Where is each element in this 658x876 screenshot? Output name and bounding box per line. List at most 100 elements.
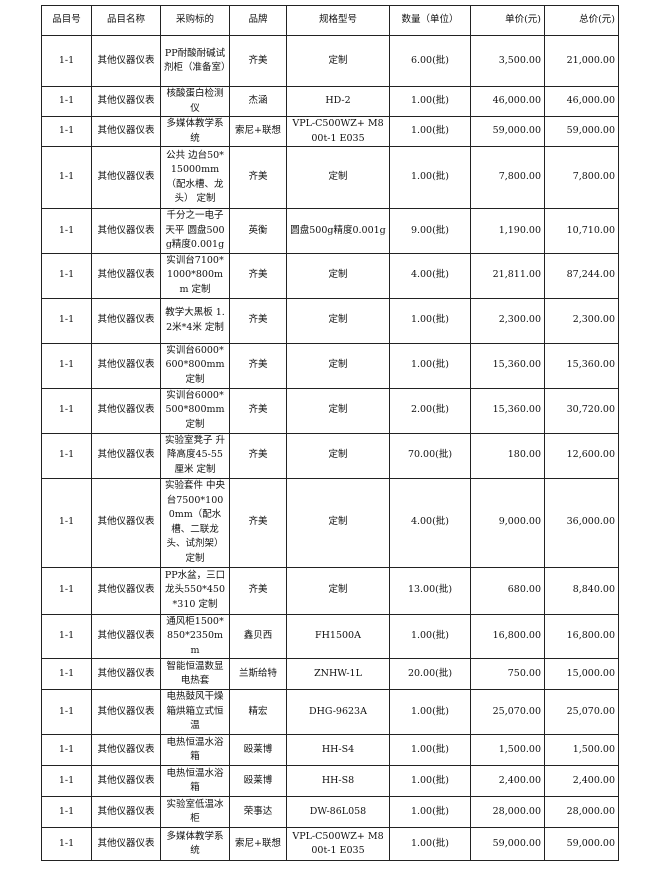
cell-procurement-target: 电热恒温水浴箱 xyxy=(160,765,230,797)
cell-spec-model: ZNHW-1L xyxy=(286,658,390,690)
header-item-name: 品目名称 xyxy=(91,5,161,36)
table-row: 1-1 其他仪器仪表 PP水盆，三口龙头550*450*310 定制 齐美 定制 13.0… xyxy=(41,566,619,615)
cell-spec-model: HD-2 xyxy=(286,86,390,117)
cell-item-name: 其他仪器仪表 xyxy=(91,566,161,615)
header-total-price: 总价(元) xyxy=(544,5,619,36)
cell-quantity: 1.00(批) xyxy=(389,796,471,828)
header-quantity: 数量（单位） xyxy=(389,5,471,36)
cell-spec-model: HH-S4 xyxy=(286,734,390,766)
cell-item-no: 1-1 xyxy=(41,116,92,147)
cell-quantity: 1.00(批) xyxy=(389,689,471,735)
cell-total-price: 21,000.00 xyxy=(544,35,619,87)
cell-quantity: 1.00(批) xyxy=(389,765,471,797)
cell-item-no: 1-1 xyxy=(41,432,92,479)
header-row: 品目号 品目名称 采购标的 品牌 规格型号 数量（单位） 单价(元) 总价(元) xyxy=(41,5,619,36)
cell-procurement-target: 公共 边台50*15000mm（配水槽、龙头） 定制 xyxy=(160,146,230,209)
cell-unit-price: 16,800.00 xyxy=(470,613,545,659)
cell-total-price: 8,840.00 xyxy=(544,566,619,615)
cell-item-no: 1-1 xyxy=(41,35,92,87)
cell-item-name: 其他仪器仪表 xyxy=(91,297,161,344)
cell-spec-model: 定制 xyxy=(286,387,390,434)
cell-item-no: 1-1 xyxy=(41,566,92,615)
cell-quantity: 1.00(批) xyxy=(389,297,471,344)
table-row: 1-1 其他仪器仪表 智能恒温数显电热套 兰斯给特 ZNHW-1L 20.00(批) 750… xyxy=(41,658,619,690)
cell-total-price: 59,000.00 xyxy=(544,827,619,861)
cell-total-price: 1,500.00 xyxy=(544,734,619,766)
table-row: 1-1 其他仪器仪表 实验室低温冰柜 荣事达 DW-86L058 1.00(批) 28,00… xyxy=(41,796,619,828)
cell-spec-model: 定制 xyxy=(286,35,390,87)
cell-total-price: 28,000.00 xyxy=(544,796,619,828)
table-row: 1-1 其他仪器仪表 核酸蛋白检测仪 杰涵 HD-2 1.00(批) 46,000.00 46… xyxy=(41,86,619,117)
cell-brand: 索尼+联想 xyxy=(229,116,287,147)
header-item-no: 品目号 xyxy=(41,5,92,36)
cell-quantity: 9.00(批) xyxy=(389,208,471,254)
cell-quantity: 13.00(批) xyxy=(389,566,471,615)
cell-total-price: 16,800.00 xyxy=(544,613,619,659)
table-row: 1-1 其他仪器仪表 通风柜1500*850*2350mm 鑫贝西 FH1500A 1.0… xyxy=(41,613,619,659)
cell-spec-model: VPL-C500WZ+ M800t-1 E035 xyxy=(286,116,390,147)
table-row: 1-1 其他仪器仪表 电热恒温水浴箱 殴莱博 HH-S4 1.00(批) 1,500.00 1… xyxy=(41,734,619,766)
cell-brand: 兰斯给特 xyxy=(229,658,287,690)
cell-unit-price: 46,000.00 xyxy=(470,86,545,117)
cell-spec-model: HH-S8 xyxy=(286,765,390,797)
cell-procurement-target: 千分之一电子天平 圆盘500g精度0.001g xyxy=(160,208,230,254)
cell-unit-price: 59,000.00 xyxy=(470,116,545,147)
cell-spec-model: VPL-C500WZ+ M800t-1 E035 xyxy=(286,827,390,861)
cell-procurement-target: 智能恒温数显电热套 xyxy=(160,658,230,690)
cell-quantity: 1.00(批) xyxy=(389,827,471,861)
cell-item-name: 其他仪器仪表 xyxy=(91,689,161,735)
cell-brand: 齐美 xyxy=(229,387,287,434)
cell-spec-model: DHG-9623A xyxy=(286,689,390,735)
cell-item-no: 1-1 xyxy=(41,252,92,299)
cell-brand: 齐美 xyxy=(229,297,287,344)
table-row: 1-1 其他仪器仪表 公共 边台50*15000mm（配水槽、龙头） 定制 齐美 定制 1… xyxy=(41,146,619,209)
cell-unit-price: 15,360.00 xyxy=(470,342,545,389)
cell-item-no: 1-1 xyxy=(41,297,92,344)
cell-total-price: 12,600.00 xyxy=(544,432,619,479)
table-row: 1-1 其他仪器仪表 多媒体教学系统 索尼+联想 VPL-C500WZ+ M800t-1… xyxy=(41,116,619,147)
header-unit-price: 单价(元) xyxy=(470,5,545,36)
cell-quantity: 1.00(批) xyxy=(389,146,471,209)
cell-brand: 殴莱博 xyxy=(229,765,287,797)
cell-item-name: 其他仪器仪表 xyxy=(91,796,161,828)
cell-procurement-target: 多媒体教学系统 xyxy=(160,827,230,861)
cell-unit-price: 59,000.00 xyxy=(470,827,545,861)
cell-procurement-target: PP水盆，三口龙头550*450*310 定制 xyxy=(160,566,230,615)
cell-unit-price: 1,500.00 xyxy=(470,734,545,766)
cell-quantity: 1.00(批) xyxy=(389,734,471,766)
cell-quantity: 70.00(批) xyxy=(389,432,471,479)
cell-item-no: 1-1 xyxy=(41,613,92,659)
cell-procurement-target: 实训台6000*500*800mm 定制 xyxy=(160,387,230,434)
cell-brand: 齐美 xyxy=(229,252,287,299)
cell-total-price: 30,720.00 xyxy=(544,387,619,434)
cell-unit-price: 680.00 xyxy=(470,566,545,615)
header-brand: 品牌 xyxy=(229,5,287,36)
cell-unit-price: 15,360.00 xyxy=(470,387,545,434)
cell-procurement-target: 通风柜1500*850*2350mm xyxy=(160,613,230,659)
cell-total-price: 36,000.00 xyxy=(544,477,619,568)
procurement-table: 品目号 品目名称 采购标的 品牌 规格型号 数量（单位） 单价(元) 总价(元) 1-1 其他仪… xyxy=(41,5,619,861)
cell-item-name: 其他仪器仪表 xyxy=(91,35,161,87)
cell-spec-model: 圆盘500g精度0.001g xyxy=(286,208,390,254)
cell-brand: 索尼+联想 xyxy=(229,827,287,861)
cell-unit-price: 25,070.00 xyxy=(470,689,545,735)
cell-total-price: 87,244.00 xyxy=(544,252,619,299)
cell-item-name: 其他仪器仪表 xyxy=(91,827,161,861)
cell-quantity: 4.00(批) xyxy=(389,477,471,568)
cell-spec-model: 定制 xyxy=(286,252,390,299)
cell-spec-model: 定制 xyxy=(286,146,390,209)
cell-unit-price: 750.00 xyxy=(470,658,545,690)
cell-item-name: 其他仪器仪表 xyxy=(91,765,161,797)
table-row: 1-1 其他仪器仪表 千分之一电子天平 圆盘500g精度0.001g 英衡 圆盘500g… xyxy=(41,208,619,254)
cell-item-no: 1-1 xyxy=(41,146,92,209)
cell-item-no: 1-1 xyxy=(41,765,92,797)
cell-item-no: 1-1 xyxy=(41,734,92,766)
cell-procurement-target: PP耐酸耐碱试剂柜（准备室） xyxy=(160,35,231,87)
cell-procurement-target: 实训台6000*600*800mm 定制 xyxy=(160,342,230,389)
cell-total-price: 10,710.00 xyxy=(544,208,619,254)
cell-unit-price: 21,811.00 xyxy=(470,252,545,299)
cell-procurement-target: 电热恒温水浴箱 xyxy=(160,734,230,766)
cell-brand: 荣事达 xyxy=(229,796,287,828)
table-row: 1-1 其他仪器仪表 电热鼓风干燥箱烘箱立式恒温 精宏 DHG-9623A 1.00(批)… xyxy=(41,689,619,735)
table-row: 1-1 其他仪器仪表 PP耐酸耐碱试剂柜（准备室） 齐美 定制 6.00(批) 3,500.… xyxy=(41,35,619,87)
